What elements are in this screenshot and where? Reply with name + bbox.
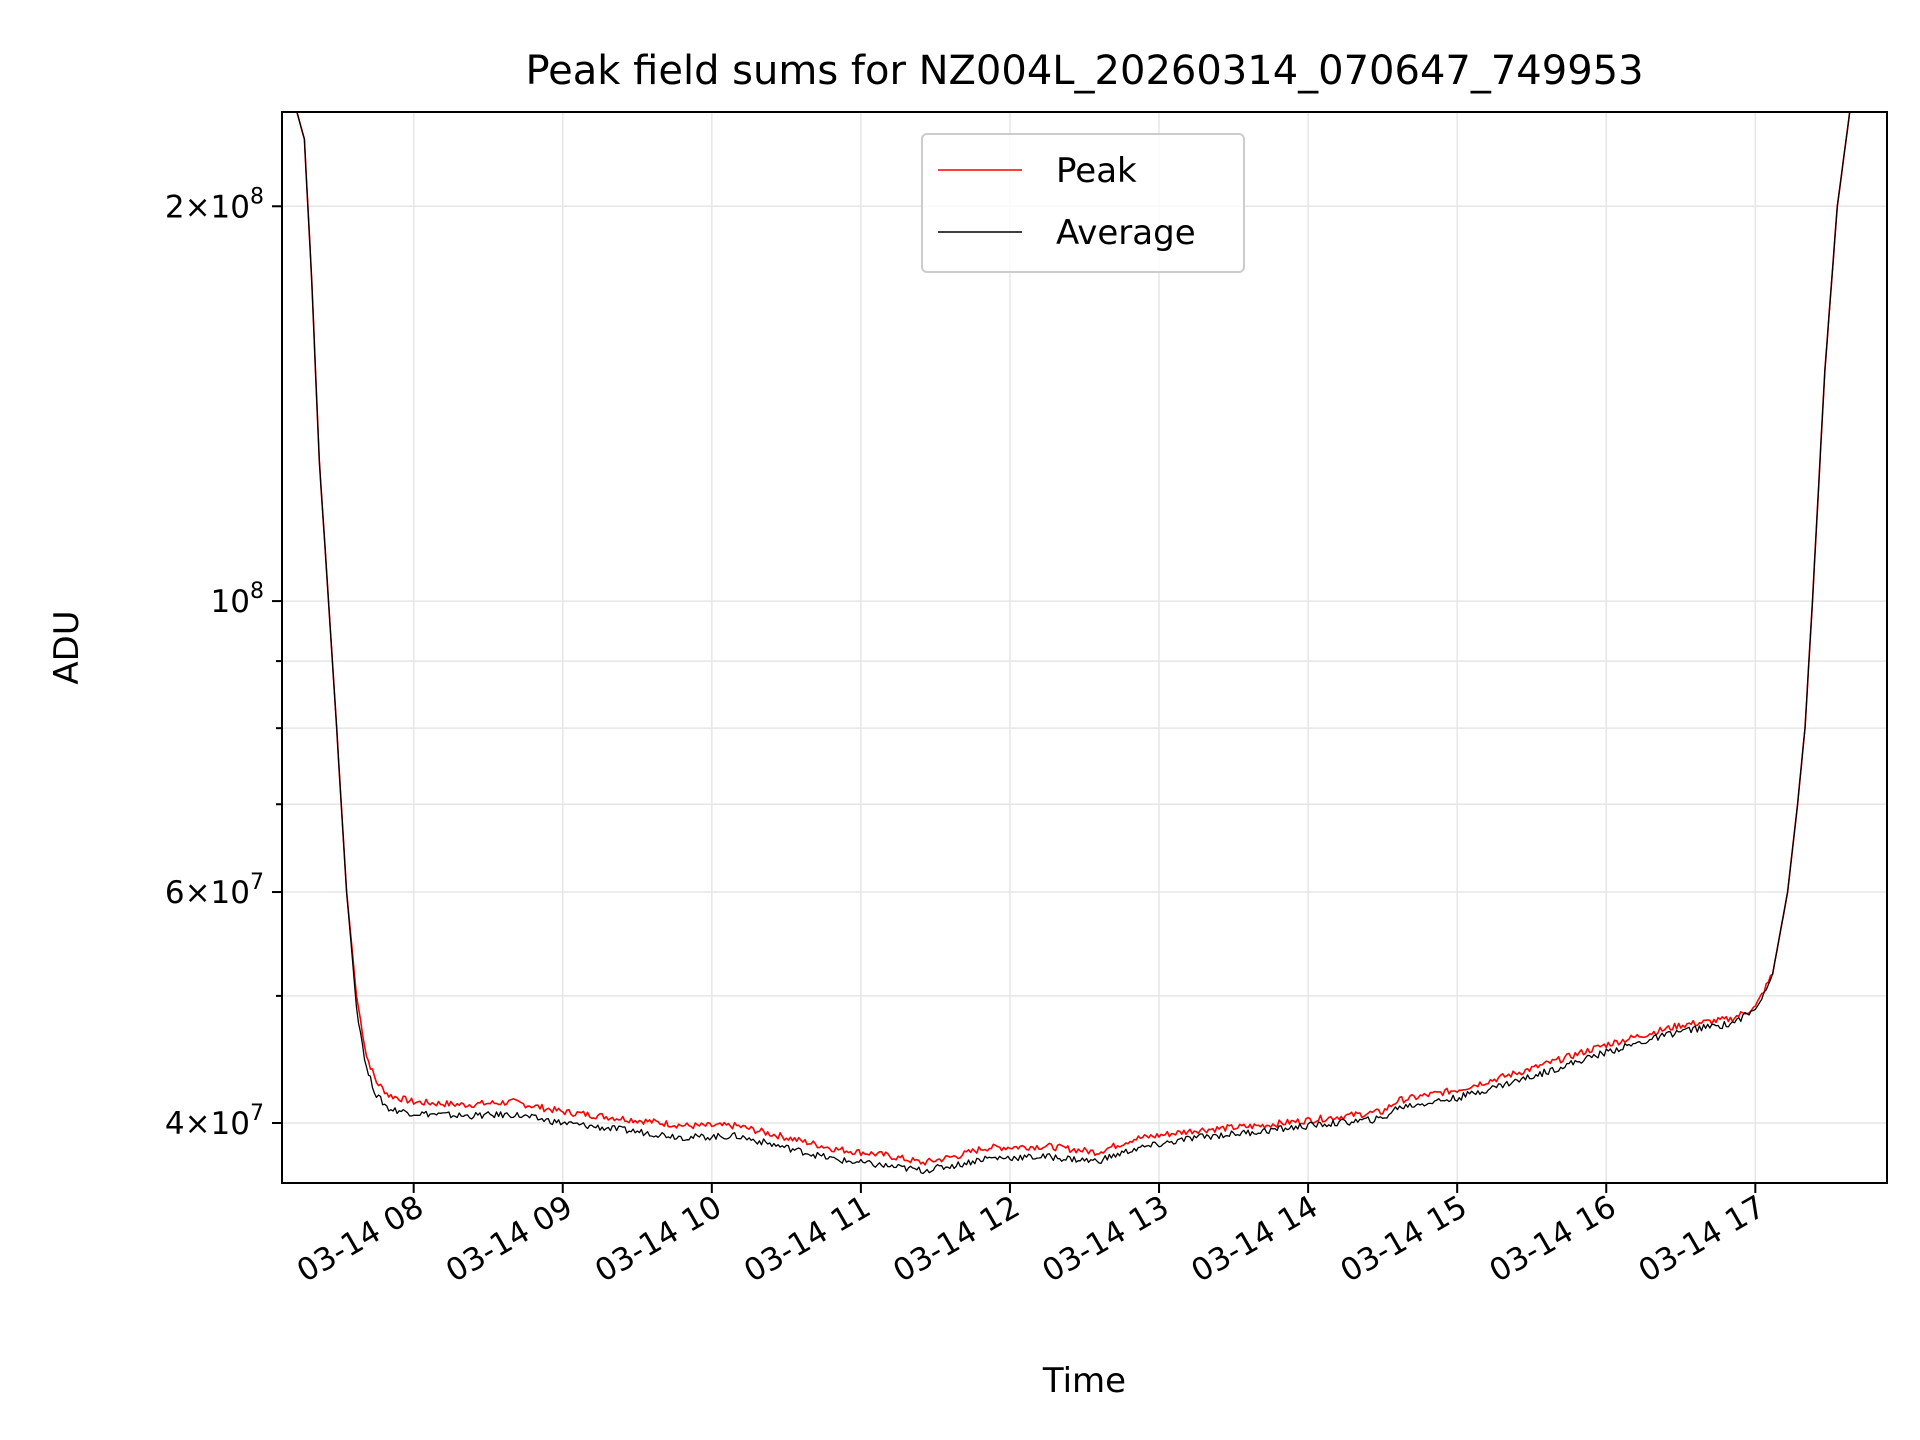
legend-box — [921, 133, 1245, 273]
y-axis-label: ADU — [47, 610, 87, 684]
y-tick-label: 4×107 — [165, 1101, 264, 1142]
series-line-average — [282, 111, 1887, 1175]
legend: Peak Average — [921, 133, 1245, 273]
chart-title: Peak field sums for NZ004L_20260314_0706… — [525, 48, 1643, 94]
y-tick-base: 2 — [165, 189, 185, 225]
legend-label-average: Average — [1056, 213, 1196, 253]
x-axis-label: Time — [1042, 1361, 1126, 1401]
y-tick-times: × — [185, 189, 211, 225]
y-tick-base: 4 — [165, 1106, 185, 1142]
y-tick-label: 108 — [211, 579, 264, 620]
legend-label-peak: Peak — [1056, 151, 1137, 191]
y-tick-ten: 10 — [211, 1106, 250, 1142]
y-tick-ten: 10 — [211, 189, 250, 225]
series-lines — [282, 111, 1887, 1175]
y-tick-ten: 10 — [211, 584, 250, 620]
y-tick-times: × — [185, 875, 211, 911]
y-tick-exponent: 8 — [250, 184, 264, 209]
y-tick-times: × — [185, 1106, 211, 1142]
plot-frame — [281, 111, 1888, 1184]
y-tick-label: 6×107 — [165, 870, 264, 911]
y-tick-label: 2×108 — [165, 184, 264, 225]
series-line-peak — [282, 111, 1887, 1166]
y-tick-exponent: 7 — [250, 1101, 264, 1126]
y-tick-exponent: 7 — [250, 870, 264, 895]
y-tick-ten: 10 — [211, 875, 250, 911]
y-tick-exponent: 8 — [250, 579, 264, 604]
y-tick-base: 6 — [165, 875, 185, 911]
